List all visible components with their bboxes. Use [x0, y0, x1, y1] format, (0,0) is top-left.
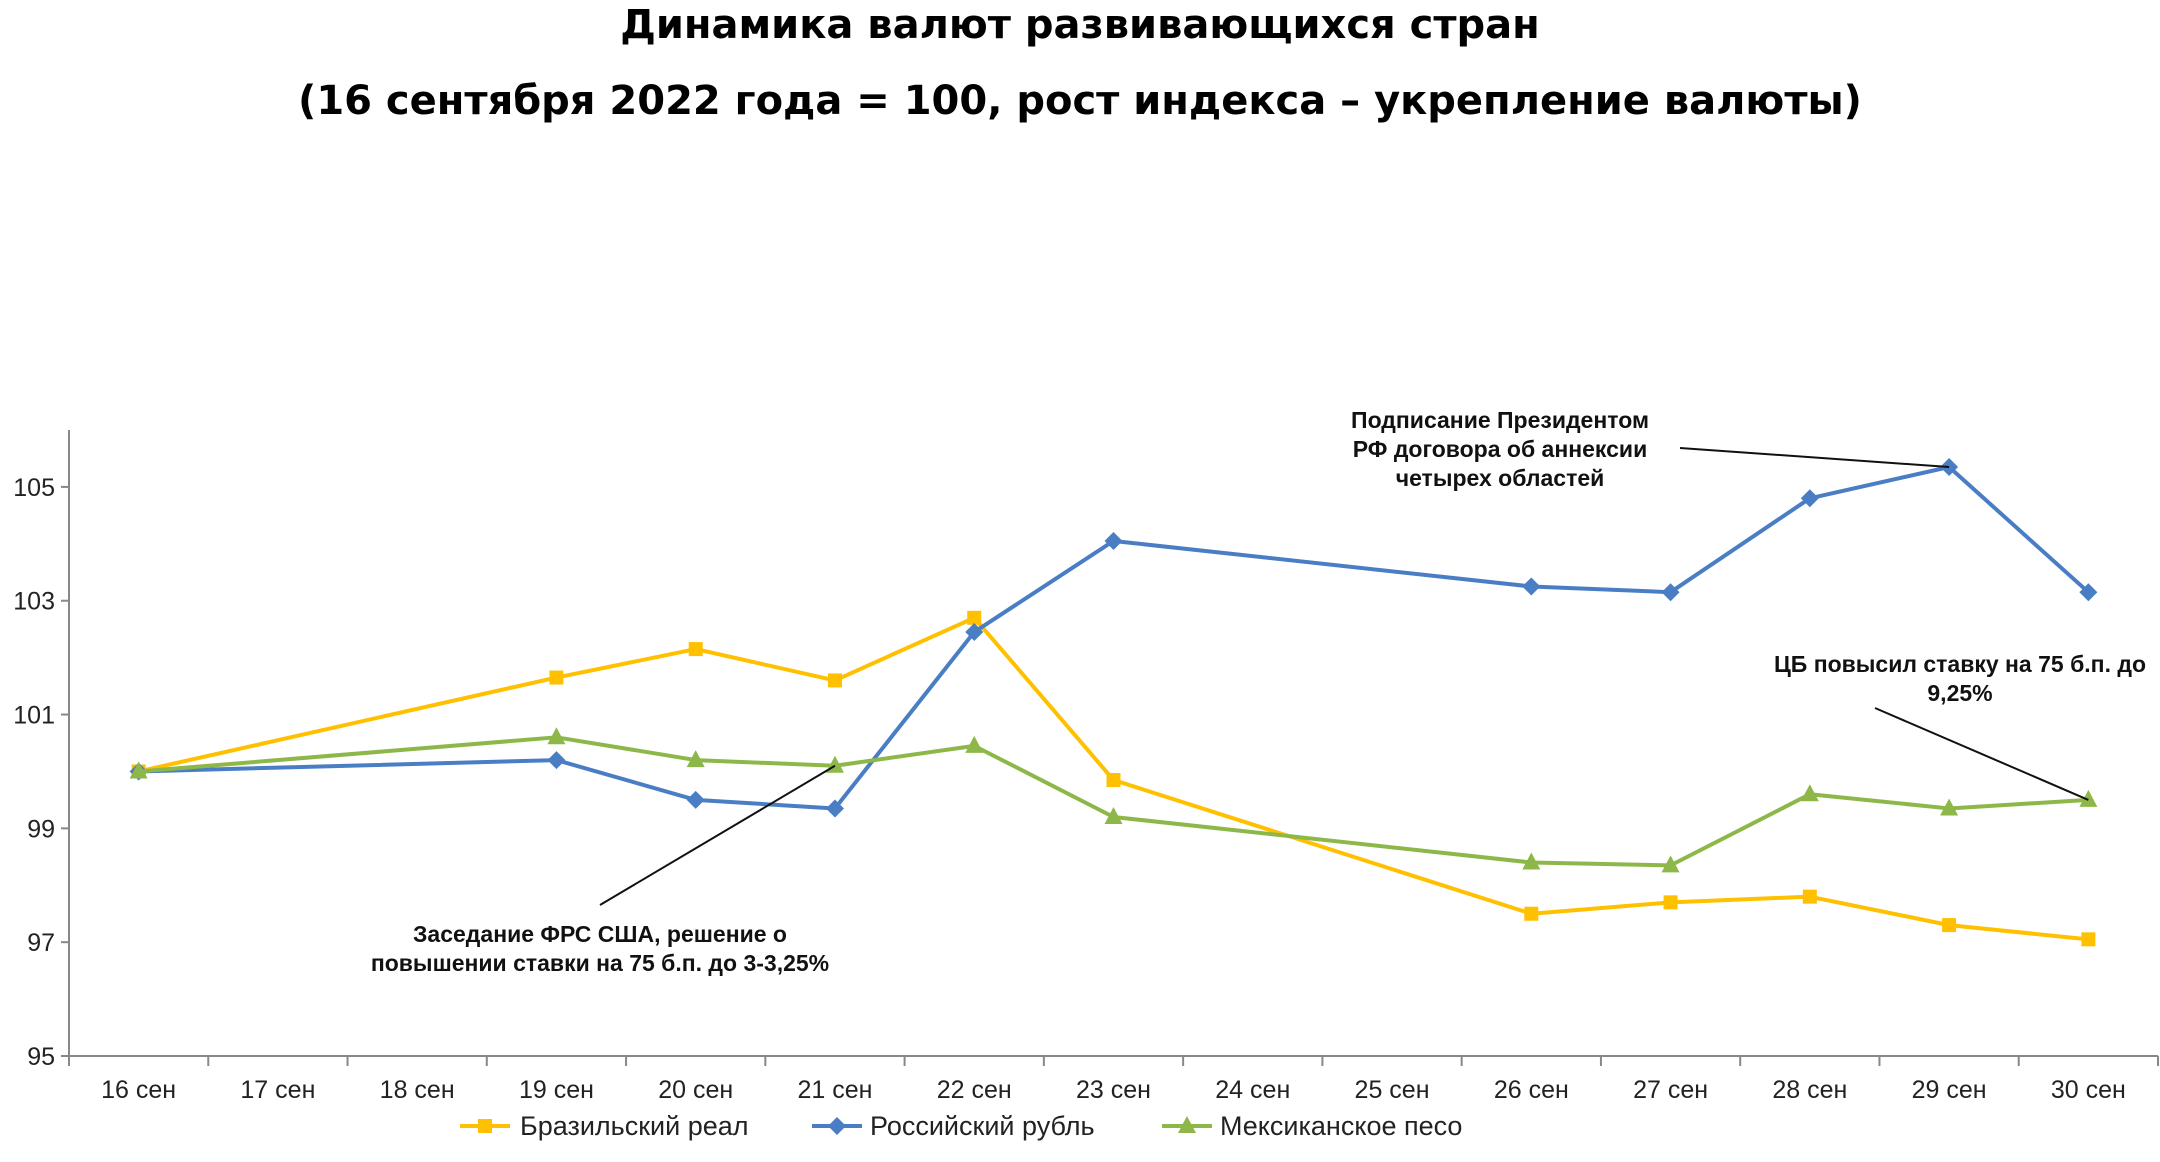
x-tick-label: 20 сен [658, 1076, 733, 1104]
annotation-leader-line [599, 764, 836, 906]
y-tick-label: 95 [27, 1043, 55, 1071]
series-0-point [549, 670, 564, 685]
y-tick-label: 97 [27, 929, 55, 957]
annotation-text: четырех областей [1396, 465, 1605, 491]
y-tick-label: 105 [13, 474, 55, 502]
chart-title: Динамика валют развивающихся стран [620, 2, 1540, 48]
series-2-point [1661, 855, 1680, 873]
series-2-point [686, 750, 705, 768]
x-tick-label: 17 сен [240, 1076, 315, 1104]
x-tick-label: 27 сен [1633, 1076, 1708, 1104]
series-2-point [129, 761, 148, 779]
series-2-point [965, 735, 984, 753]
x-tick-label: 23 сен [1076, 1076, 1151, 1104]
series-2-point [1940, 798, 1959, 816]
annotation-text: Подписание Президентом [1351, 407, 1649, 433]
x-tick-label: 18 сен [380, 1076, 455, 1104]
series-0-point [2081, 932, 2096, 947]
series-1-point [547, 751, 566, 770]
series-0-point [1802, 889, 1817, 904]
annotation-text: Заседание ФРС США, решение о [413, 921, 787, 947]
chart-subtitle: (16 сентября 2022 года = 100, рост индек… [298, 78, 1862, 124]
legend-swatch-marker [478, 1119, 492, 1133]
y-tick-label: 99 [27, 815, 55, 843]
x-tick-label: 22 сен [937, 1076, 1012, 1104]
x-tick-label: 21 сен [797, 1076, 872, 1104]
annotation-text: ЦБ повысил ставку на 75 б.п. до [1774, 651, 2146, 677]
legend-label: Бразильский реал [520, 1111, 749, 1141]
series-2-point [1104, 806, 1123, 824]
x-tick-label: 29 сен [1912, 1076, 1987, 1104]
series-1-point [686, 790, 705, 809]
series-0-point [1942, 918, 1957, 933]
annotation-text: РФ договора об аннексии [1353, 436, 1647, 462]
x-tick-label: 30 сен [2051, 1076, 2126, 1104]
series-0-point [1106, 772, 1121, 787]
series-1-point [2079, 583, 2098, 602]
x-tick-label: 19 сен [519, 1076, 594, 1104]
x-tick-label: 16 сен [101, 1076, 176, 1104]
series-1-point [825, 799, 844, 818]
annotation-leader-line [1679, 447, 1950, 468]
y-tick-label: 103 [13, 588, 55, 616]
annotation-text: повышении ставки на 75 б.п. до 3-3,25% [371, 950, 829, 976]
series-1-point [1104, 531, 1123, 550]
series-0-point [1524, 906, 1539, 921]
series-0-point [1663, 895, 1678, 910]
series-line-1 [138, 464, 2090, 811]
legend-swatch-marker [828, 1117, 846, 1135]
x-tick-label: 25 сен [1355, 1076, 1430, 1104]
series-0-point [688, 642, 703, 657]
legend-label: Мексиканское песо [1220, 1111, 1462, 1141]
legend-label: Российский рубль [870, 1111, 1095, 1141]
series-1-point [1522, 577, 1541, 596]
series-0-point [827, 673, 842, 688]
series-2-point [547, 727, 566, 745]
series-1-point [1661, 583, 1680, 602]
annotation-leader-line [1874, 707, 2089, 801]
legend-swatch-marker [1178, 1116, 1196, 1133]
series-0-point [967, 610, 982, 625]
y-tick-label: 101 [13, 702, 55, 730]
series-line-2 [138, 735, 2089, 868]
series-2-point [1522, 852, 1541, 870]
x-tick-label: 24 сен [1215, 1076, 1290, 1104]
series-1-point [1800, 489, 1819, 508]
x-tick-label: 28 сен [1772, 1076, 1847, 1104]
x-tick-label: 26 сен [1494, 1076, 1569, 1104]
series-2-point [1800, 784, 1819, 802]
series-1-point [965, 623, 984, 642]
series-2-point [2079, 789, 2098, 807]
annotation-text: 9,25% [1927, 680, 1992, 706]
